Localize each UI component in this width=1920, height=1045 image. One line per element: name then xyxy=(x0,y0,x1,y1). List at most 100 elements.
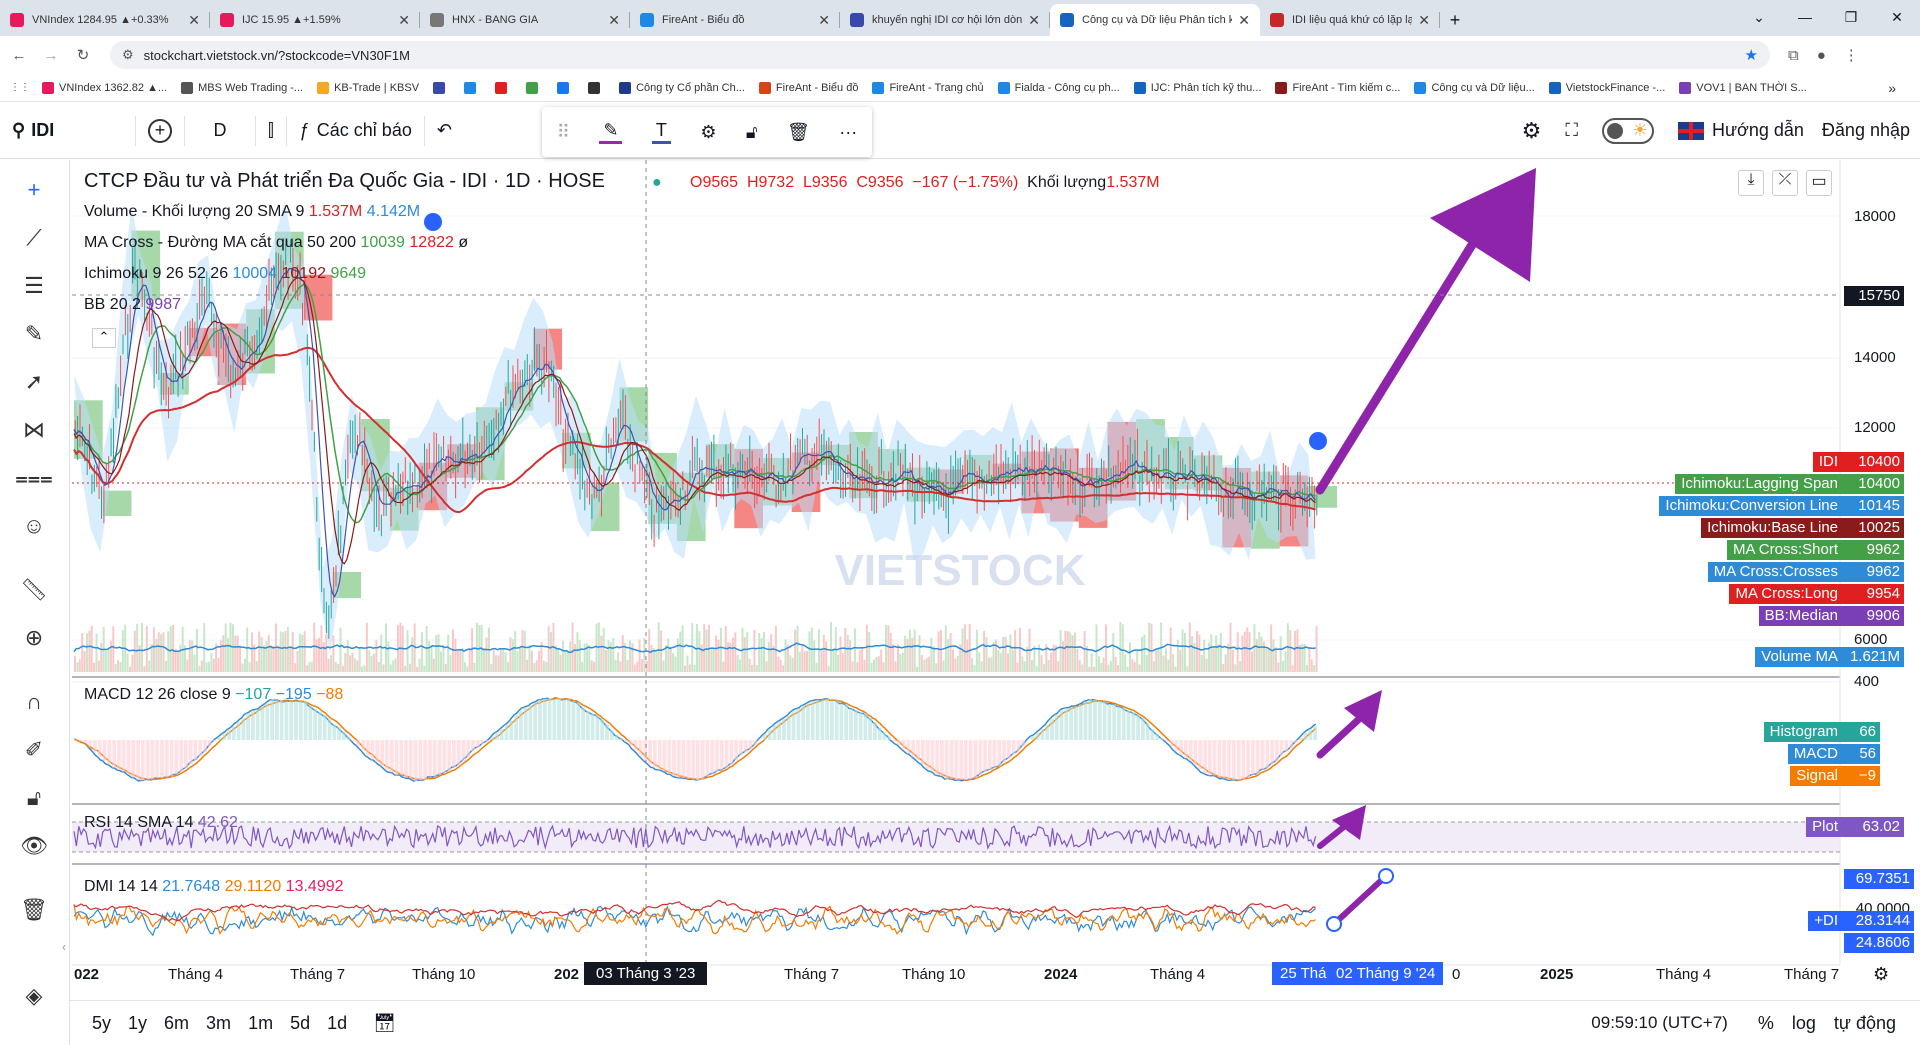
trash-icon[interactable]: 🗑︎ xyxy=(20,897,48,922)
more-icon[interactable]: ··· xyxy=(839,121,858,142)
bookmark-item[interactable] xyxy=(464,81,481,94)
close-tab-icon[interactable]: ✕ xyxy=(188,11,200,28)
left-collapse-arrow-icon[interactable]: ‹ xyxy=(62,940,66,954)
bookmark-item[interactable]: VNIndex 1362.82 ▲... xyxy=(42,81,167,94)
percent-scale-button[interactable]: % xyxy=(1757,1012,1774,1033)
browser-tab[interactable]: khuyến nghị IDI cơ hội lớn dòn ✕ xyxy=(840,4,1050,36)
clock-label[interactable]: 09:59:10 (UTC+7) xyxy=(1591,1013,1728,1032)
guide-button[interactable]: Hướng dẫn xyxy=(1666,103,1810,159)
bookmark-item[interactable]: Công ty Cổ phần Ch... xyxy=(619,81,745,94)
browser-tab[interactable]: HNX - BANG GIA ✕ xyxy=(420,4,630,36)
bookmark-item[interactable]: MBS Web Trading -... xyxy=(181,81,303,94)
bookmark-item[interactable]: FireAnt - Trang chủ xyxy=(872,81,984,94)
forward-icon[interactable]: → xyxy=(43,46,59,64)
close-tab-icon[interactable]: ✕ xyxy=(818,11,830,28)
rsi-legend[interactable]: RSI 14 SMA 14 42.62 xyxy=(84,814,238,832)
bb-legend[interactable]: BB 20 2 9987 xyxy=(84,296,181,314)
chart-type-button[interactable]: ⫿ xyxy=(256,103,286,159)
lock-drawings-icon[interactable]: ✐ xyxy=(24,737,44,762)
browser-tab[interactable]: IDI liệu quá khứ có lặp lại? - Kh ✕ xyxy=(1260,4,1440,36)
trash-icon[interactable]: 🗑︎ xyxy=(787,121,810,142)
bookmark-star-icon[interactable]: ★ xyxy=(1744,47,1758,64)
magnet-icon[interactable]: ∩ xyxy=(26,689,42,714)
macd-legend[interactable]: MACD 12 26 close 9 −107 −195 −88 xyxy=(84,686,343,704)
range-button[interactable]: 5d xyxy=(290,1012,311,1033)
bookmark-item[interactable]: VietstockFinance -... xyxy=(1548,81,1665,94)
ma-cross-legend[interactable]: MA Cross - Đường MA cắt qua 50 200 10039… xyxy=(84,234,468,252)
fib-retracement-icon[interactable]: ☰ xyxy=(24,273,44,298)
trend-line-icon[interactable]: ⟋ xyxy=(26,225,42,250)
more-bookmarks-icon[interactable]: » xyxy=(1888,79,1896,96)
dmi-legend[interactable]: DMI 14 14 21.7648 29.1120 13.4992 xyxy=(84,878,344,896)
ichimoku-legend[interactable]: Ichimoku 9 26 52 26 10004 10192 9649 xyxy=(84,265,366,283)
ruler-icon[interactable]: 📏︎ xyxy=(20,577,48,602)
undo-button[interactable]: ↶ xyxy=(425,103,464,159)
drawn-arrows[interactable] xyxy=(424,168,1536,932)
close-tab-icon[interactable]: ✕ xyxy=(398,11,410,28)
minimize-icon[interactable]: — xyxy=(1798,9,1812,25)
new-tab-button[interactable]: + xyxy=(1449,9,1461,30)
eye-icon[interactable]: 👁︎ xyxy=(20,833,48,858)
bookmark-item[interactable] xyxy=(557,81,574,94)
crosshair-icon[interactable]: + xyxy=(27,177,41,202)
interval-button[interactable]: D xyxy=(185,103,255,159)
back-icon[interactable]: ← xyxy=(11,46,27,64)
axis-settings-icon[interactable]: ⚙ xyxy=(1873,964,1890,984)
close-window-icon[interactable]: ✕ xyxy=(1891,8,1903,25)
emoji-icon[interactable]: ☺ xyxy=(22,513,46,538)
range-button[interactable]: 1m xyxy=(248,1012,274,1033)
range-button[interactable]: 6m xyxy=(164,1012,190,1033)
bookmark-item[interactable] xyxy=(433,81,450,94)
close-tab-icon[interactable]: ✕ xyxy=(1418,11,1430,28)
fullscreen-button[interactable]: ⛶ xyxy=(1553,103,1590,159)
bookmark-item[interactable]: IJC: Phân tích kỹ thu... xyxy=(1133,81,1261,94)
unlock-icon[interactable]: 🔓︎ xyxy=(26,785,42,810)
chart-settings-button[interactable]: ⚙ xyxy=(1510,103,1554,159)
bookmark-item[interactable] xyxy=(495,81,512,94)
drag-handle-icon[interactable]: ⠿ xyxy=(556,121,570,142)
layers-icon[interactable]: ◈ xyxy=(25,983,43,1008)
browser-tab[interactable]: FireAnt - Biểu đồ ✕ xyxy=(630,4,840,36)
close-tab-icon[interactable]: ✕ xyxy=(608,11,620,28)
symbol-search[interactable]: ⚲ IDI xyxy=(0,103,135,159)
date-range-icon[interactable]: 📅︎ xyxy=(373,1012,396,1033)
download-icon[interactable]: ⤓ xyxy=(1738,170,1764,196)
collapse-icon[interactable]: ⤫ xyxy=(1772,170,1798,196)
close-tab-icon[interactable]: ✕ xyxy=(1238,11,1250,28)
volume-indicator-legend[interactable]: Volume - Khối lượng 20 SMA 9 1.537M 4.14… xyxy=(84,203,420,221)
prediction-icon[interactable]: ⩶ xyxy=(15,465,53,490)
indicators-button[interactable]: ƒ Các chỉ báo xyxy=(287,103,424,159)
pattern-icon[interactable]: ⋈ xyxy=(23,417,45,442)
maximize-pane-icon[interactable]: ▭ xyxy=(1806,170,1832,196)
browser-tab[interactable]: IJC 15.95 ▲+1.59% ✕ xyxy=(210,4,420,36)
log-scale-button[interactable]: log xyxy=(1791,1012,1816,1033)
close-tab-icon[interactable]: ✕ xyxy=(1028,11,1040,28)
drawing-settings-icon[interactable]: ⚙ xyxy=(700,121,717,142)
site-info-icon[interactable]: ⚙ xyxy=(122,47,134,62)
zoom-in-icon[interactable]: ⊕ xyxy=(24,625,44,650)
range-button[interactable]: 1y xyxy=(128,1012,148,1033)
range-button[interactable]: 5y xyxy=(92,1012,112,1033)
arrow-tool-icon[interactable]: ➚ xyxy=(24,369,44,394)
login-button[interactable]: Đăng nhập xyxy=(1810,103,1920,159)
brush-icon[interactable]: ✎ xyxy=(24,321,44,346)
range-button[interactable]: 3m xyxy=(206,1012,232,1033)
bookmark-item[interactable]: VOV1 | BAN THỜI S... xyxy=(1679,81,1807,94)
theme-toggle[interactable]: ☀ xyxy=(1590,103,1666,159)
apps-icon[interactable]: ⋮⋮ xyxy=(10,82,30,93)
text-color-icon[interactable]: T xyxy=(651,120,671,144)
lock-icon[interactable]: 🔓︎ xyxy=(745,121,758,142)
bookmark-item[interactable]: FireAnt - Biểu đồ xyxy=(758,81,858,94)
paint-bucket-icon[interactable]: ✎ xyxy=(599,120,623,144)
browser-tab[interactable]: VNIndex 1284.95 ▲+0.33% ✕ xyxy=(0,4,210,36)
bookmark-item[interactable]: Công cụ và Dữ liệu... xyxy=(1414,81,1535,94)
tab-search-icon[interactable]: ⌄ xyxy=(1753,8,1765,25)
profile-icon[interactable]: ● xyxy=(1816,46,1826,64)
url-field[interactable]: ⚙ stockchart.vietstock.vn/?stockcode=VN3… xyxy=(110,41,1770,69)
auto-scale-button[interactable]: tự động xyxy=(1833,1012,1896,1033)
range-button[interactable]: 1d xyxy=(327,1012,348,1033)
bookmark-item[interactable]: FireAnt - Tìm kiếm c... xyxy=(1275,81,1400,94)
bookmark-item[interactable] xyxy=(526,81,543,94)
maximize-icon[interactable]: ❐ xyxy=(1844,8,1858,25)
